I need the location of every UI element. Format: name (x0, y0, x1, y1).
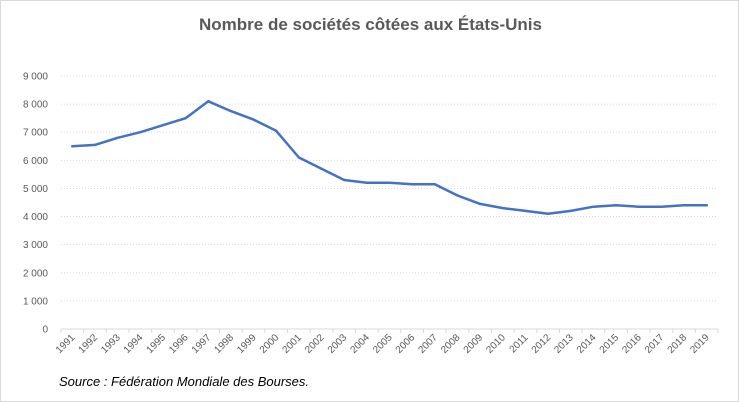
data-point (410, 183, 414, 186)
x-tick-label: 2009 (462, 332, 486, 356)
data-point (433, 183, 437, 186)
data-point (478, 202, 482, 206)
x-tick-label: 2015 (598, 332, 622, 356)
x-tick-label: 1996 (167, 332, 191, 356)
y-tick-label: 9 000 (23, 72, 48, 83)
y-tick-label: 1 000 (23, 296, 48, 307)
x-tick-label: 1997 (190, 332, 214, 356)
data-point (297, 156, 301, 159)
x-tick-label: 2014 (575, 332, 599, 356)
data-point (660, 205, 663, 208)
y-tick-label: 0 (42, 325, 48, 336)
x-tick-label: 2010 (484, 332, 508, 356)
x-tick-label: 2008 (439, 332, 463, 356)
x-tick-label: 2007 (416, 332, 440, 356)
x-tick-label: 2018 (666, 332, 690, 356)
x-tick-label: 1993 (99, 332, 123, 356)
x-tick-label: 1992 (77, 332, 101, 356)
data-point (614, 204, 618, 207)
x-tick-label: 2016 (620, 332, 644, 356)
y-tick-label: 4 000 (23, 212, 48, 223)
y-tick-label: 3 000 (23, 240, 48, 251)
data-point (161, 123, 165, 127)
x-tick-label: 1994 (122, 332, 146, 356)
x-tick-label: 2019 (688, 332, 712, 356)
data-point (388, 181, 391, 185)
y-tick-label: 7 000 (23, 128, 48, 139)
data-point (184, 116, 187, 120)
y-tick-label: 2 000 (23, 268, 48, 279)
series-line (71, 100, 708, 215)
chart-title: Nombre de sociétés côtées aux États-Unis (199, 15, 542, 34)
data-point (682, 204, 686, 207)
x-tick-label: 2004 (348, 332, 372, 356)
x-tick-label: 2002 (303, 332, 327, 356)
data-point (93, 143, 97, 147)
data-point (546, 212, 550, 215)
data-point (637, 205, 640, 208)
data-point (524, 209, 527, 213)
x-tick-label: 2013 (552, 332, 576, 356)
data-point (342, 178, 346, 182)
x-tick-label: 1991 (54, 332, 78, 356)
x-tick-label: 2011 (508, 332, 531, 355)
x-tick-label: 2003 (326, 332, 350, 356)
data-point (139, 131, 142, 134)
data-point (569, 209, 572, 213)
data-point (229, 109, 233, 113)
x-tick-label: 2012 (530, 332, 554, 356)
source-note: Source : Fédération Mondiale des Bourses… (59, 374, 310, 389)
x-tick-label: 2006 (394, 332, 418, 356)
data-point (252, 118, 255, 121)
x-tick-label: 2001 (280, 332, 304, 356)
x-tick-label: 1995 (145, 332, 169, 356)
data-point (705, 204, 708, 207)
data-point (71, 145, 74, 148)
x-tick-label: 2000 (258, 332, 282, 356)
y-tick-label: 6 000 (23, 156, 48, 167)
data-point (275, 129, 278, 133)
x-tick-label: 2005 (371, 332, 395, 356)
data-point (116, 136, 119, 140)
y-tick-label: 8 000 (23, 100, 48, 111)
y-tick-label: 5 000 (23, 184, 48, 195)
data-point (207, 100, 210, 103)
data-point (320, 167, 323, 170)
x-tick-label: 1998 (213, 332, 237, 356)
data-point (365, 181, 369, 185)
x-tick-label: 2017 (643, 332, 667, 356)
data-point (501, 206, 504, 210)
data-point (456, 194, 459, 197)
data-point (592, 205, 595, 208)
x-tick-label: 1999 (235, 332, 259, 356)
